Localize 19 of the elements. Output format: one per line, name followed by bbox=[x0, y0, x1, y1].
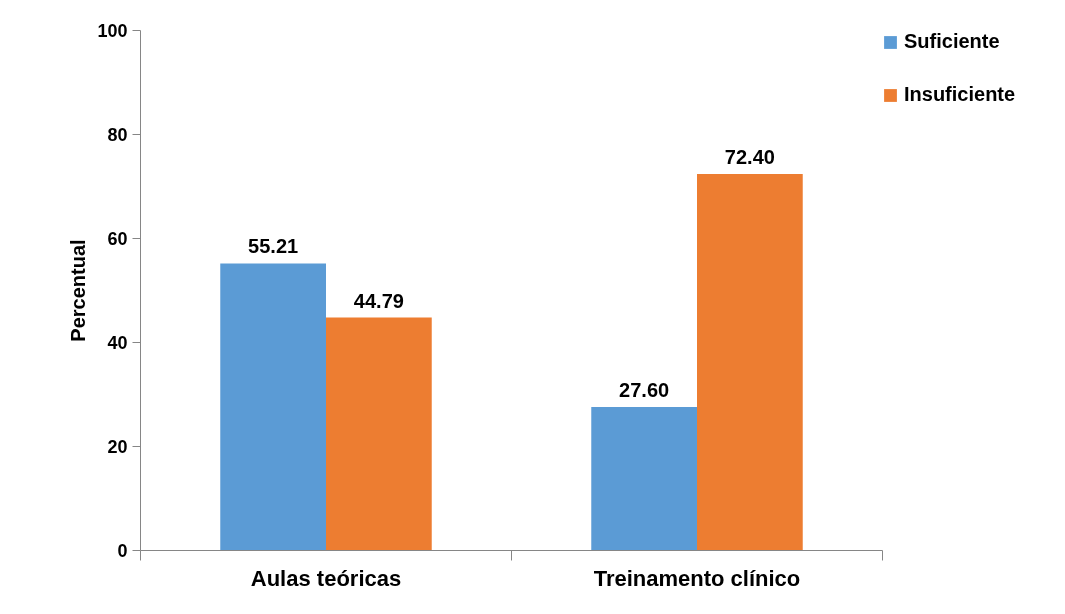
y-tick-label: 40 bbox=[107, 333, 128, 353]
data-label: 72.40 bbox=[724, 146, 775, 169]
y-axis-title: Percentual bbox=[67, 239, 90, 342]
legend-label: Suficiente bbox=[904, 30, 1000, 53]
data-label: 44.79 bbox=[353, 289, 404, 312]
data-label: 27.60 bbox=[619, 378, 670, 401]
x-tick-label: Aulas teóricas bbox=[250, 565, 402, 591]
y-tick-label: 20 bbox=[107, 437, 128, 457]
bar bbox=[697, 174, 803, 551]
y-tick-label: 60 bbox=[107, 229, 128, 249]
y-tick-label: 100 bbox=[97, 21, 128, 41]
bar bbox=[326, 317, 432, 551]
bar bbox=[591, 406, 697, 551]
x-tick-label: Treinamento clínico bbox=[593, 565, 801, 591]
bar bbox=[220, 263, 326, 551]
legend-label: Insuficiente bbox=[904, 83, 1016, 106]
y-tick-label: 0 bbox=[117, 541, 128, 561]
data-label: 55.21 bbox=[248, 235, 299, 258]
y-tick-label: 80 bbox=[107, 125, 128, 145]
